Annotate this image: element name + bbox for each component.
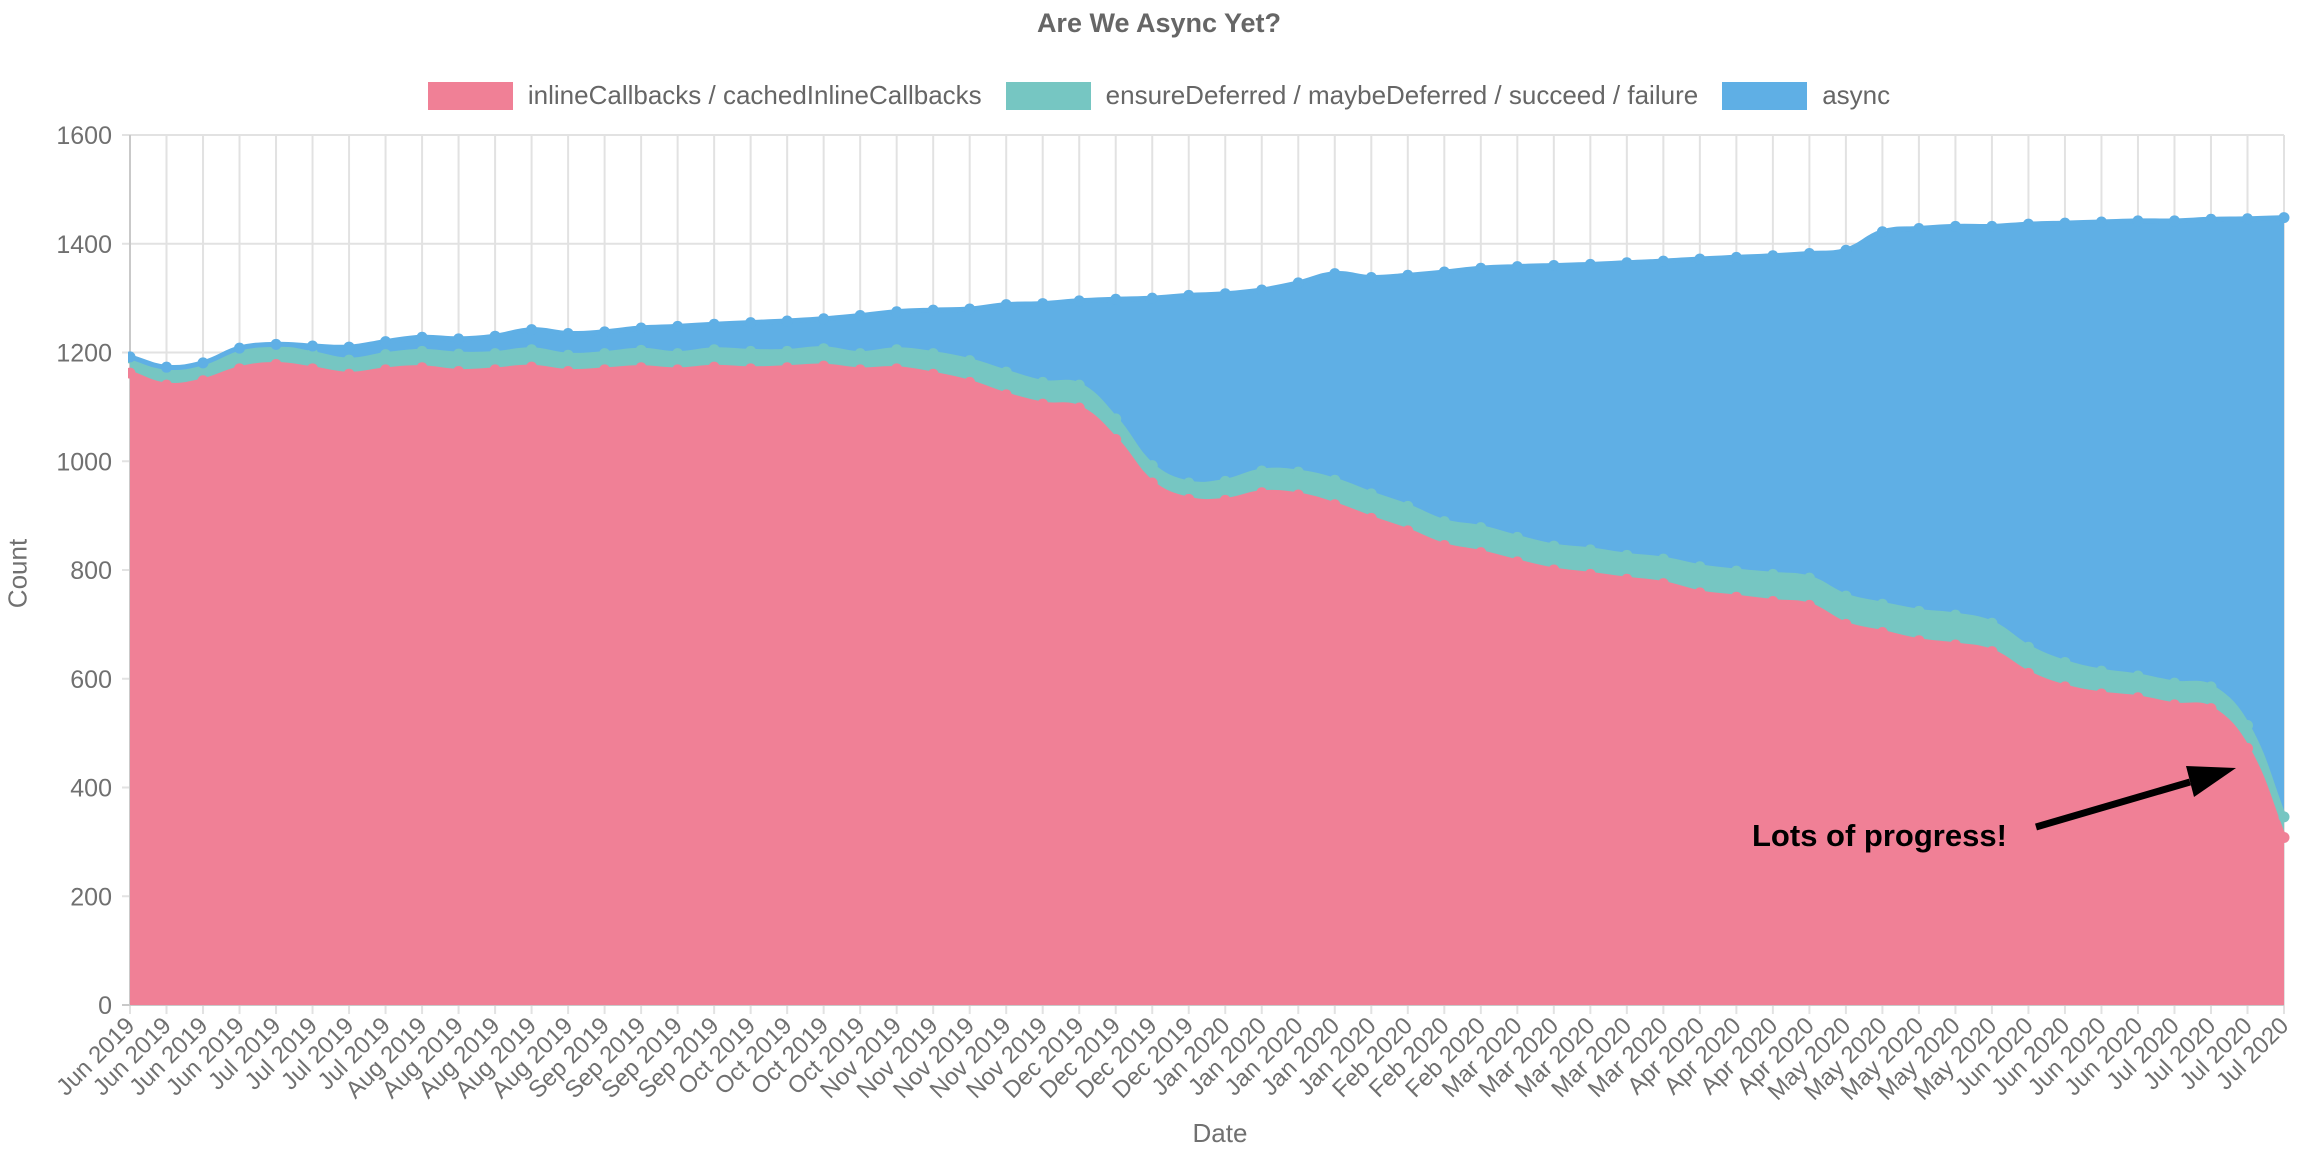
legend-label: async — [1822, 80, 1891, 110]
legend-swatch-icon — [1722, 81, 1808, 110]
area-inlinecallbacks-line — [128, 358, 2290, 844]
legend: inlineCallbacks / cachedInlineCallbacks … — [0, 80, 2318, 111]
svg-text:800: 800 — [70, 557, 112, 585]
area-async-line — [128, 212, 2290, 373]
svg-text:200: 200 — [70, 883, 112, 911]
svg-text:400: 400 — [70, 775, 112, 803]
plot-area — [128, 212, 2290, 1006]
legend-item-async[interactable]: async — [1722, 80, 1890, 111]
legend-item-ensuredeferred[interactable]: ensureDeferred / maybeDeferred / succeed… — [1005, 80, 1699, 111]
y-tick-labels: 0 200 400 600 800 1000 1200 1400 1600 — [56, 122, 112, 1020]
svg-text:1000: 1000 — [56, 448, 112, 476]
y-axis-title: Count — [2, 538, 33, 609]
legend-label: inlineCallbacks / cachedInlineCallbacks — [527, 80, 982, 110]
svg-text:1400: 1400 — [56, 231, 112, 259]
svg-text:1200: 1200 — [56, 340, 112, 368]
x-axis-title: Date — [1192, 1118, 1248, 1148]
svg-text:0: 0 — [98, 992, 112, 1020]
annotation-text: Lots of progress! — [1752, 818, 2007, 853]
legend-label: ensureDeferred / maybeDeferred / succeed… — [1105, 80, 1699, 110]
legend-item-inlinecallbacks[interactable]: inlineCallbacks / cachedInlineCallbacks — [427, 80, 982, 111]
chart-title: Are We Async Yet? — [1036, 8, 1282, 38]
legend-swatch-icon — [427, 81, 513, 110]
svg-text:1600: 1600 — [56, 122, 112, 150]
svg-text:600: 600 — [70, 666, 112, 694]
annotation-arrow — [2035, 766, 2236, 831]
legend-swatch-icon — [1005, 81, 1091, 110]
area-inlinecallbacks — [130, 364, 2284, 1005]
